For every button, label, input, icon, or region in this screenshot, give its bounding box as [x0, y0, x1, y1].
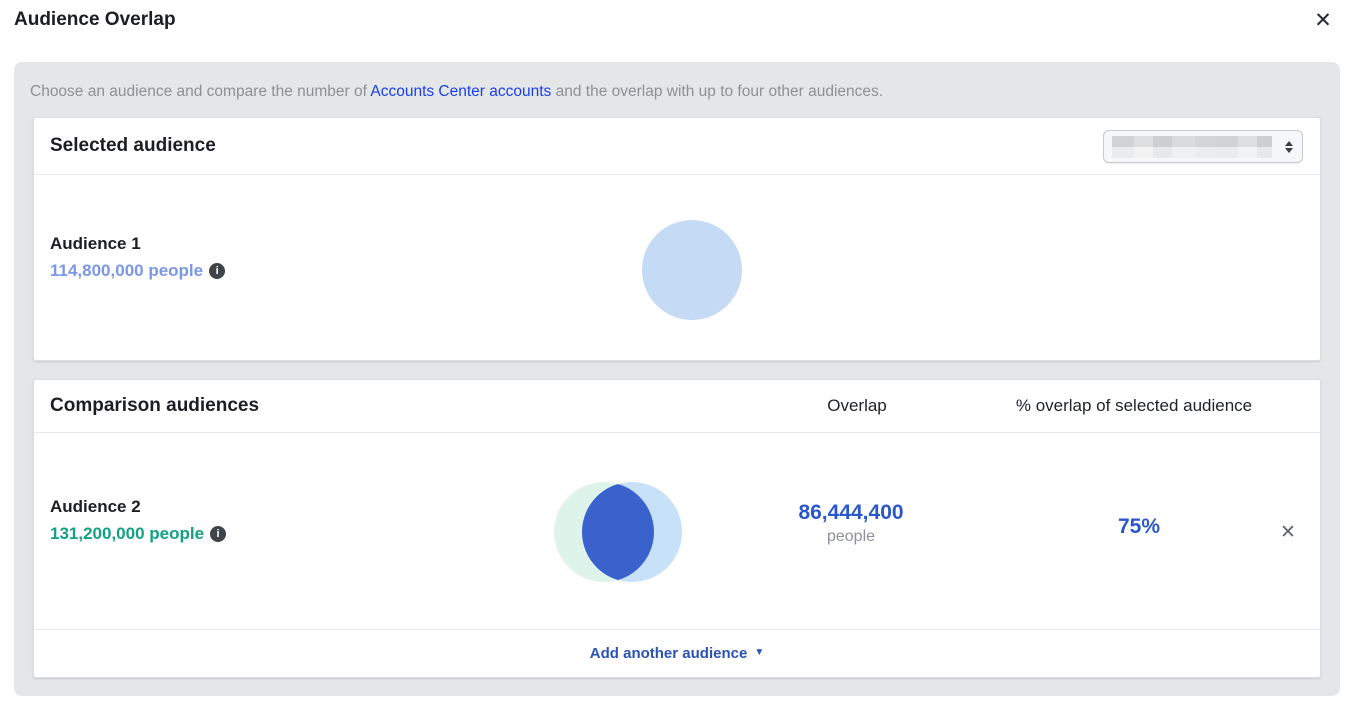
audience-2-name: Audience 2 [50, 497, 141, 516]
overlap-count-value: 86,444,400 [798, 501, 904, 524]
add-audience-row: Add another audience ▼ [34, 630, 1320, 676]
description-prefix: Choose an audience and compare the numbe… [30, 83, 371, 100]
overlap-panel: Choose an audience and compare the numbe… [14, 62, 1340, 696]
selected-audience-card: Selected audience Audience 1 114,800,000… [33, 117, 1321, 361]
close-icon: ✕ [1280, 521, 1296, 543]
audience-1-size: 114,800,000 people i [50, 261, 226, 281]
comparison-audiences-card: Comparison audiences Overlap % overlap o… [33, 379, 1321, 678]
column-header-overlap: Overlap [827, 396, 887, 415]
description-suffix: and the overlap with up to four other au… [551, 83, 884, 100]
chevron-down-icon: ▼ [754, 647, 765, 658]
column-header-pct-overlap: % overlap of selected audience [1015, 396, 1253, 415]
close-icon: ✕ [1314, 9, 1332, 32]
overlap-count-unit: people [826, 528, 876, 545]
select-arrows-icon [1285, 140, 1293, 153]
comparison-header: Comparison audiences Overlap % overlap o… [34, 380, 1320, 433]
description-text: Choose an audience and compare the numbe… [30, 83, 883, 101]
remove-audience-button[interactable]: ✕ [1273, 517, 1303, 547]
audience-select[interactable] [1103, 130, 1303, 163]
audience-2-row: Audience 2 131,200,000 people i 86,444,40… [34, 433, 1320, 630]
selected-audience-title: Selected audience [50, 135, 216, 156]
page-title: Audience Overlap [14, 9, 176, 30]
selected-audience-header: Selected audience [34, 118, 1320, 175]
audience-1-row: Audience 1 114,800,000 people i [34, 175, 1320, 360]
audience-1-circle [642, 220, 742, 320]
info-icon[interactable]: i [210, 526, 227, 542]
audience-2-size: 131,200,000 people i [50, 524, 227, 544]
info-icon[interactable]: i [209, 263, 226, 279]
redacted-audience-name [1112, 135, 1272, 158]
audience-2-label: Audience 2 131,200,000 people i [50, 497, 227, 544]
comparison-title: Comparison audiences [50, 395, 260, 416]
venn-overlap-region [582, 482, 654, 582]
add-audience-button[interactable]: Add another audience ▼ [589, 644, 765, 662]
overlap-count-cell: 86,444,400 people [798, 501, 903, 546]
overlap-venn-diagram [554, 482, 682, 582]
audience-1-circle-chart [642, 220, 742, 320]
overlap-percent-value: 75% [1117, 515, 1161, 538]
dialog-close-button[interactable]: ✕ [1308, 6, 1338, 36]
audience-1-label: Audience 1 114,800,000 people i [50, 234, 226, 281]
accounts-center-link[interactable]: Accounts Center accounts [370, 83, 552, 100]
audience-1-name: Audience 1 [50, 234, 141, 253]
